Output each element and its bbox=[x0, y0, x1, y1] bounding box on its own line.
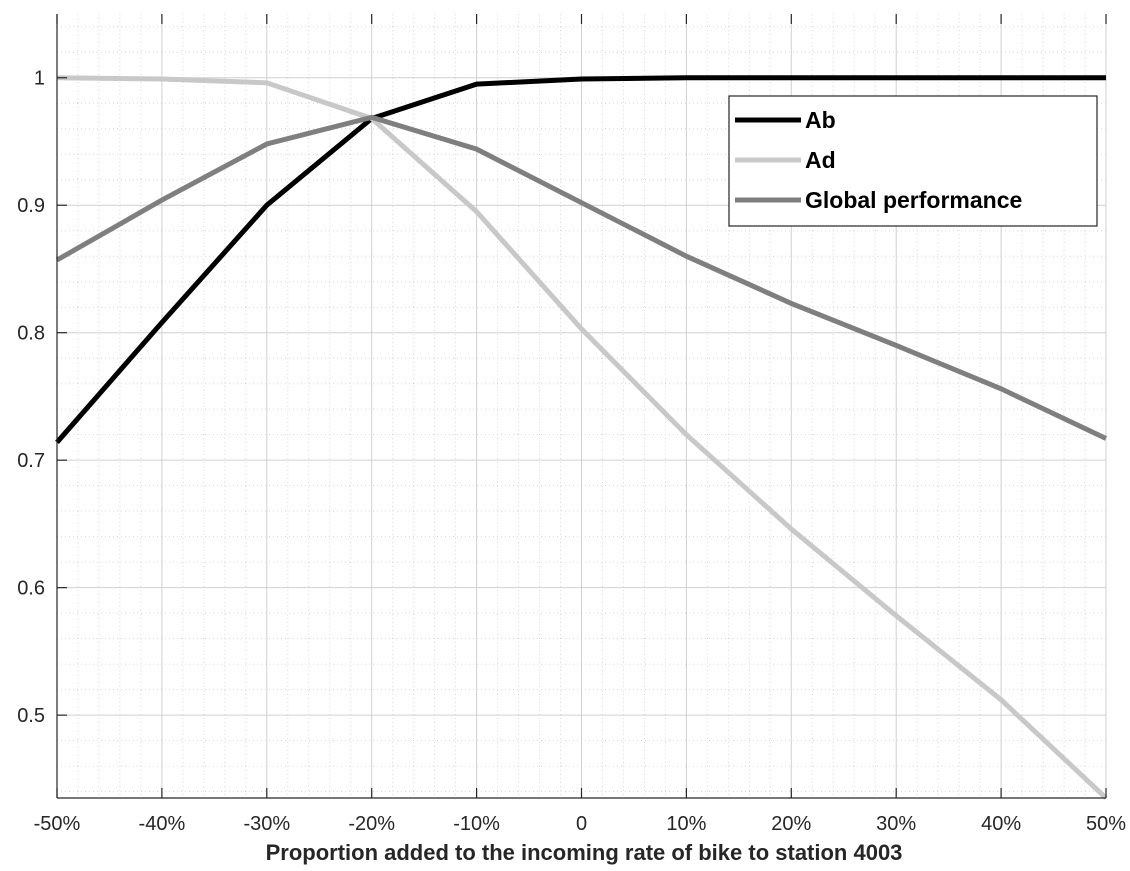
x-tick-label: -10% bbox=[453, 813, 500, 835]
tick-labels: -50% -40% -30% -20% -10% 0 10% 20% 30% 40% 50% 0.5 0… bbox=[17, 68, 1126, 835]
x-tick-label: -30% bbox=[243, 813, 290, 835]
axes bbox=[56, 14, 1107, 799]
series-layer bbox=[55, 75, 1108, 800]
x-axis-label: Proportion added to the incoming rate of… bbox=[266, 840, 903, 865]
x-tick-label: 20% bbox=[771, 813, 811, 835]
series-line-ad bbox=[56, 75, 1108, 800]
x-tick-label: 40% bbox=[981, 813, 1021, 835]
x-tick-label: 10% bbox=[666, 813, 706, 835]
legend-label: Ab bbox=[805, 107, 836, 133]
y-tick-label: 0.5 bbox=[17, 705, 45, 727]
x-tick-label: 30% bbox=[876, 813, 916, 835]
legend-label: Ad bbox=[805, 147, 836, 173]
y-tick-label: 0.7 bbox=[17, 450, 45, 472]
x-tick-label: -20% bbox=[348, 813, 395, 835]
x-tick-label: 0 bbox=[576, 813, 587, 835]
y-tick-label: 0.6 bbox=[17, 578, 45, 600]
series-line-global-performance bbox=[55, 114, 1108, 441]
x-tick-label: -50% bbox=[34, 813, 81, 835]
y-tick-label: 1 bbox=[34, 68, 45, 90]
y-tick-label: 0.9 bbox=[17, 195, 45, 217]
y-tick-label: 0.8 bbox=[17, 323, 45, 345]
legend: Ab Ad Global performance bbox=[728, 95, 1098, 227]
x-tick-label: -40% bbox=[139, 813, 186, 835]
legend-label: Global performance bbox=[805, 187, 1022, 213]
x-tick-label: 50% bbox=[1086, 813, 1126, 835]
series-line-ab bbox=[55, 75, 1106, 444]
